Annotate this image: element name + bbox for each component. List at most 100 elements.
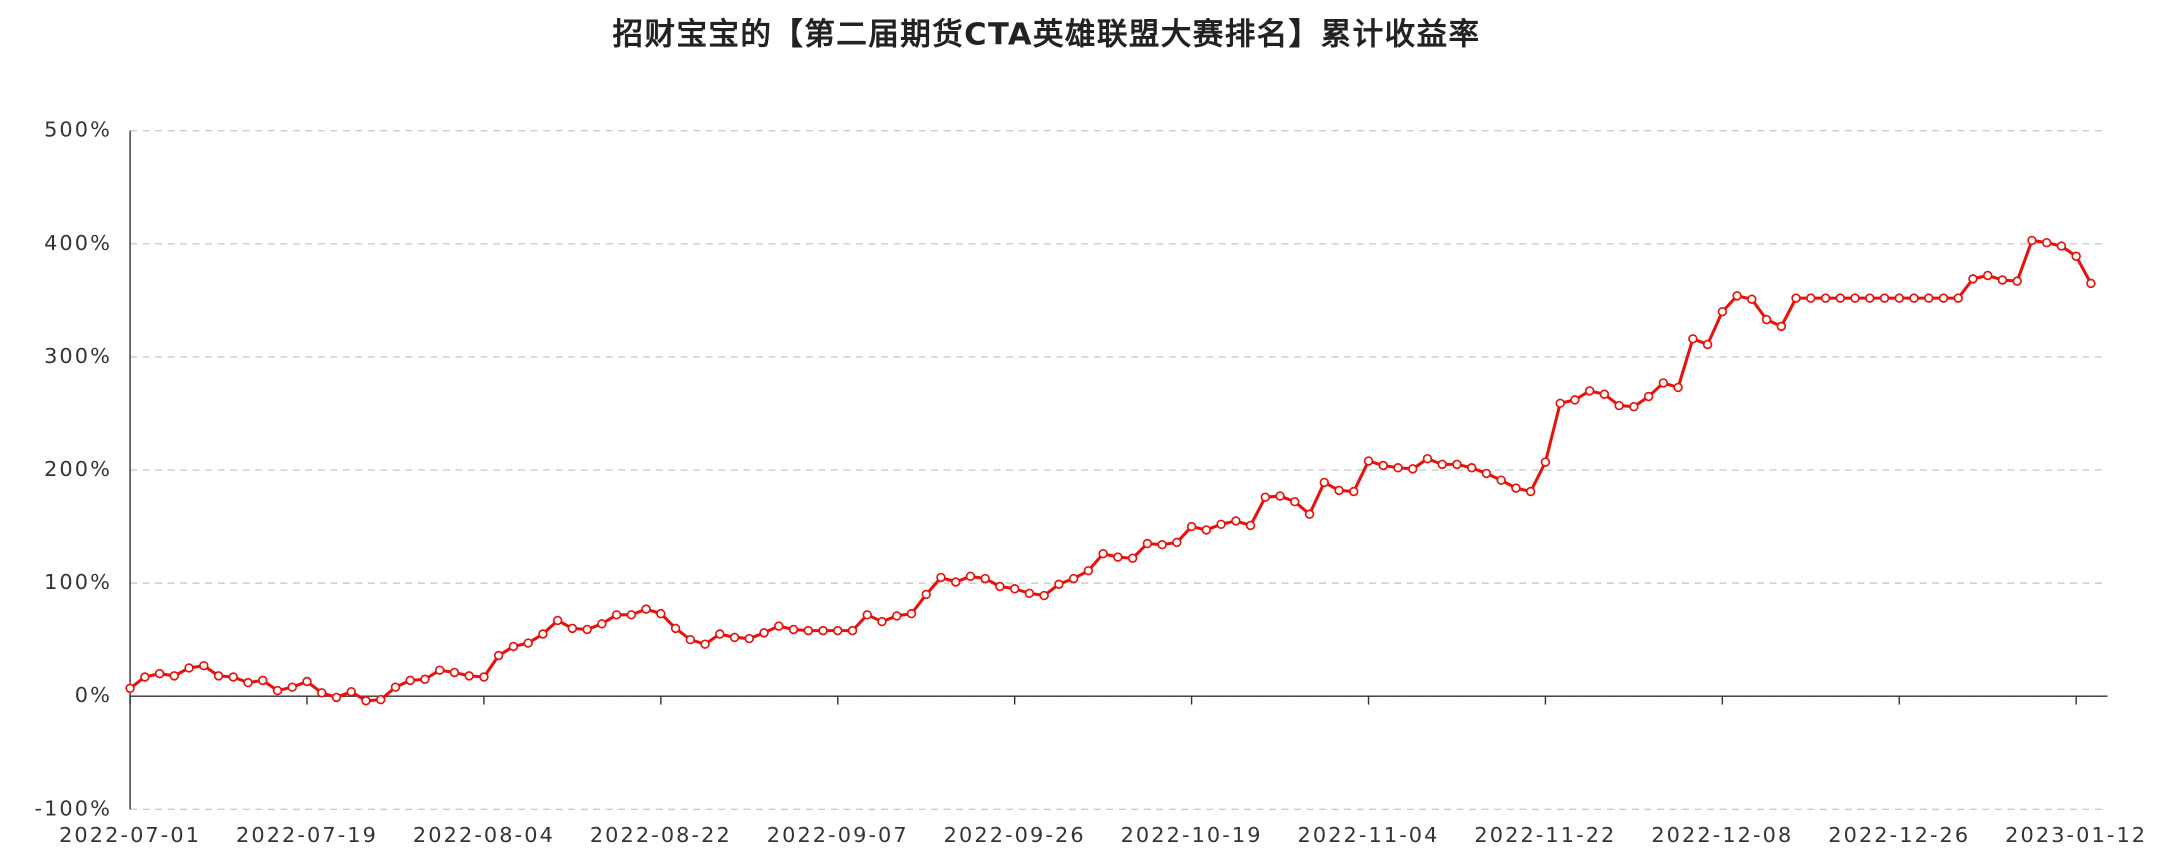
point (2041, 237, 2052, 248)
point (1393, 463, 1403, 473)
point (1422, 453, 1433, 464)
point (1039, 590, 1049, 601)
point (523, 638, 533, 648)
point (2086, 278, 2096, 289)
y-tick-label: 400% (44, 231, 112, 255)
point (1113, 552, 1123, 562)
x-tick-label: 2022-08-04 (413, 823, 555, 847)
point (906, 608, 917, 619)
y-tick-label: 0% (75, 683, 112, 707)
point (1953, 293, 1963, 303)
point (405, 675, 415, 686)
point (1909, 293, 1919, 303)
point (626, 610, 637, 620)
point (1968, 274, 1978, 284)
point (1658, 378, 1669, 388)
x-tick-label: 2023-01-12 (2005, 823, 2147, 847)
point (1437, 459, 1447, 470)
point (1761, 314, 1772, 325)
point (1452, 459, 1462, 470)
point (1496, 475, 1506, 485)
point (1732, 291, 1742, 301)
point (700, 639, 710, 649)
point (1924, 293, 1934, 303)
point (1201, 525, 1212, 535)
point (1747, 294, 1757, 304)
point (169, 671, 180, 681)
point (390, 682, 401, 692)
point (125, 683, 135, 694)
point (1614, 400, 1624, 411)
x-tick-label: 2022-08-22 (590, 823, 732, 847)
y-tick-label: 200% (44, 457, 112, 481)
point (140, 672, 150, 682)
point (1024, 588, 1035, 599)
point (449, 667, 460, 678)
point (1570, 395, 1580, 405)
x-tick-label: 2022-09-07 (767, 823, 909, 847)
point (582, 624, 592, 635)
point (2056, 241, 2067, 251)
point (243, 677, 253, 688)
point (2012, 276, 2022, 286)
point (1894, 293, 1904, 303)
x-tick-label: 2022-12-08 (1651, 823, 1793, 847)
x-tick-label: 2022-11-22 (1474, 823, 1616, 847)
point (921, 589, 931, 600)
point (1481, 468, 1492, 479)
x-tick-label: 2022-11-04 (1298, 823, 1440, 847)
point (1702, 339, 1713, 350)
point (995, 581, 1005, 592)
x-tick-label: 2022-07-01 (59, 823, 201, 847)
point (1835, 293, 1846, 303)
point (199, 660, 209, 671)
point (1599, 389, 1610, 399)
point (567, 623, 578, 634)
point (1540, 457, 1551, 467)
point (1806, 293, 1816, 303)
point (1879, 293, 1890, 303)
x-tick-label: 2022-12-26 (1828, 823, 1970, 847)
point (936, 572, 946, 583)
point (1068, 573, 1079, 584)
point (862, 610, 872, 620)
point (670, 623, 681, 634)
point (1982, 270, 1993, 281)
point (950, 577, 961, 587)
point (611, 610, 622, 620)
point (744, 633, 755, 644)
point (1290, 496, 1300, 507)
point (1009, 584, 1020, 594)
point (847, 625, 858, 636)
point (346, 686, 356, 697)
point (1938, 293, 1949, 303)
y-tick-label: 100% (44, 570, 112, 594)
point (1216, 519, 1226, 530)
y-tick-label: 500% (44, 118, 112, 142)
point (715, 629, 725, 639)
point (1127, 553, 1138, 563)
point (302, 676, 312, 687)
point (1157, 539, 1167, 550)
point (1776, 321, 1787, 332)
x-tick-label: 2022-09-26 (944, 823, 1086, 847)
point (1466, 463, 1477, 473)
point (1673, 382, 1683, 393)
point (1997, 275, 2008, 285)
point (184, 663, 194, 673)
x-tick-label: 2022-10-19 (1121, 823, 1263, 847)
point (1275, 491, 1285, 501)
point (287, 682, 297, 692)
point (1142, 538, 1153, 549)
point (1098, 548, 1108, 559)
point (641, 604, 651, 614)
point (1525, 486, 1536, 497)
point (1865, 293, 1875, 303)
point (597, 619, 607, 629)
point (154, 668, 165, 679)
point (508, 641, 519, 652)
point (833, 625, 843, 636)
point (818, 625, 828, 636)
point (1349, 486, 1359, 497)
point (1172, 537, 1182, 548)
